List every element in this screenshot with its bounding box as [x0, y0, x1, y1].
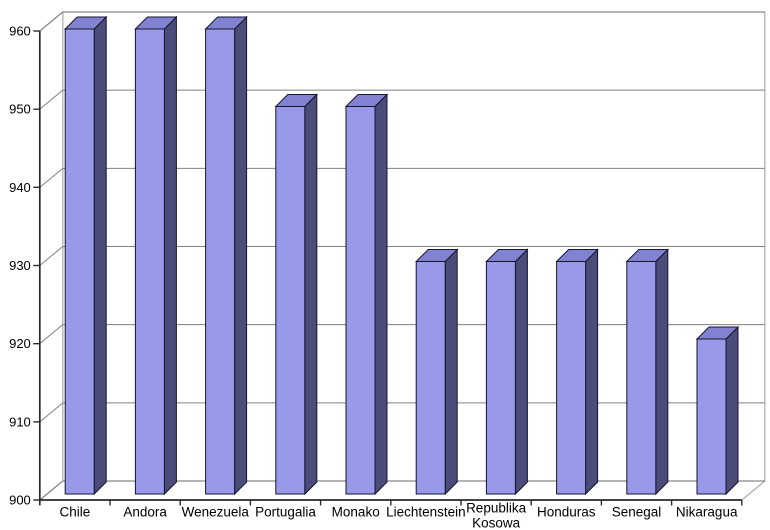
y-tick-label: 910	[9, 414, 31, 429]
bar-side-7	[585, 248, 599, 496]
bar-side-3	[304, 93, 318, 496]
gridline-connector	[39, 89, 64, 110]
y-tick-label: 920	[9, 336, 31, 351]
y-tick-label: 900	[9, 493, 31, 508]
x-category-label: Portugalia	[255, 505, 316, 520]
bar-side-2	[234, 15, 248, 496]
x-category-label: Wenezuela	[182, 505, 250, 520]
y-tick-label: 940	[9, 180, 31, 195]
bar-side-4	[374, 93, 388, 496]
x-category-label: Kosowa	[472, 516, 521, 530]
floor-right-edge	[741, 480, 766, 501]
x-category-label: Senegal	[612, 505, 662, 520]
bar-front-9	[696, 338, 727, 495]
x-category-label: Chile	[60, 505, 91, 520]
bar-side-9	[725, 325, 739, 496]
y-tick-label: 960	[9, 24, 31, 39]
bar-front-6	[485, 261, 516, 495]
x-category-label: Honduras	[537, 505, 596, 520]
bar-front-0	[64, 28, 95, 495]
bar-front-8	[626, 261, 657, 495]
bar-front-1	[134, 28, 165, 495]
bar-front-7	[556, 261, 587, 495]
bar-front-4	[345, 106, 376, 495]
bar-side-8	[655, 248, 669, 496]
bar-front-5	[415, 261, 446, 495]
x-category-label: Nikaragua	[676, 505, 738, 520]
x-category-label: Monako	[332, 505, 380, 520]
bar-side-6	[514, 248, 528, 496]
x-category-label: Liechtenstein	[386, 505, 466, 520]
gridline-connector	[39, 480, 64, 501]
y-tick-label: 930	[9, 258, 31, 273]
gridline-connector	[39, 402, 64, 423]
x-category-label: Republika	[466, 501, 527, 516]
gridline-connector	[39, 167, 64, 188]
bar-side-5	[444, 248, 458, 496]
bar-front-3	[275, 106, 306, 495]
gridline-connector	[39, 11, 64, 32]
y-tick-label: 950	[9, 102, 31, 117]
bar-side-0	[93, 15, 107, 496]
bar-front-2	[205, 28, 236, 495]
x-category-label: Andora	[123, 505, 167, 520]
gridline-connector	[39, 324, 64, 345]
gridline-connector	[39, 246, 64, 266]
bar-side-1	[163, 15, 177, 496]
